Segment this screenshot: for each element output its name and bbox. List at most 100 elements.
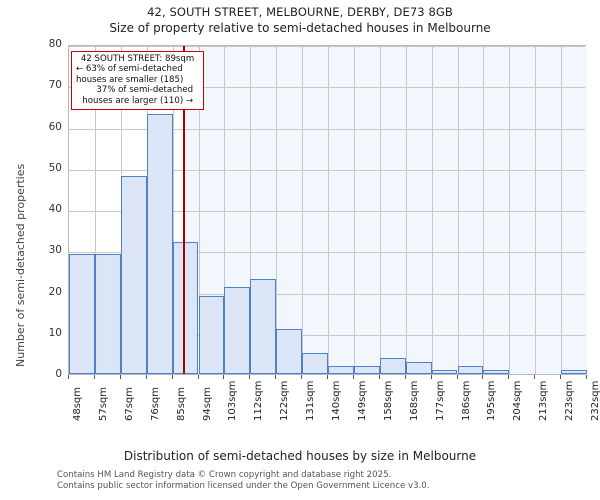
x-tick-94sqm (197, 375, 199, 379)
histogram-bar (302, 353, 328, 374)
histogram-bar (328, 365, 354, 374)
histogram-bar (69, 254, 95, 374)
x-tick-204sqm (508, 375, 510, 379)
x-tick-label-158sqm: 158sqm (382, 380, 394, 421)
histogram-bar (172, 242, 199, 374)
x-tick-103sqm (223, 375, 225, 379)
x-tick-label-177sqm: 177sqm (434, 380, 446, 421)
y-axis-title: Number of semi-detached properties (14, 163, 27, 367)
property-annotation-box: 42 SOUTH STREET: 89sqm ← 63% of semi-det… (71, 51, 205, 111)
gridline-y-40 (69, 211, 585, 212)
gridline-y-30 (69, 252, 585, 254)
gridline-x-13 (405, 46, 407, 374)
x-tick-48sqm (68, 375, 69, 379)
x-tick-label-223sqm: 223sqm (564, 380, 576, 421)
x-tick-label-112sqm: 112sqm (253, 380, 265, 421)
gridline-y-20 (69, 293, 585, 295)
histogram-bar (276, 328, 303, 374)
x-tick-85sqm (171, 375, 173, 379)
y-tick-label-10: 10 (48, 326, 62, 339)
x-tick-label-149sqm: 149sqm (356, 380, 368, 421)
x-tick-112sqm (249, 375, 251, 379)
y-tick-label-50: 50 (48, 161, 62, 174)
gridline-x-11 (353, 46, 355, 374)
histogram-bar (431, 369, 458, 374)
x-axis-title: Distribution of semi-detached houses by … (123, 449, 477, 463)
annotation-line-2: ← 63% of semi-detached houses are smalle… (76, 64, 184, 85)
x-tick-label-186sqm: 186sqm (460, 380, 472, 421)
y-tick-label-40: 40 (48, 203, 62, 215)
x-tick-67sqm (119, 375, 121, 379)
x-tick-label-85sqm: 85sqm (175, 386, 187, 421)
x-tick-158sqm (378, 375, 380, 379)
histogram-bar (353, 365, 380, 374)
x-tick-label-103sqm: 103sqm (227, 380, 239, 421)
chart-title-line2: Size of property relative to semi-detach… (109, 21, 491, 35)
y-tick-label-70: 70 (48, 79, 62, 92)
footer-attribution: Contains HM Land Registry data © Crown c… (57, 470, 429, 492)
x-tick-label-67sqm: 67sqm (123, 386, 135, 421)
gridline-x-5 (198, 46, 200, 374)
x-tick-186sqm (456, 375, 458, 379)
histogram-bar (146, 114, 173, 374)
histogram-bar (483, 369, 510, 374)
histogram-bar (457, 365, 484, 374)
annotation-line-3: 37% of semi-detached houses are larger (… (82, 85, 194, 106)
histogram-bar (224, 287, 251, 374)
y-tick-label-60: 60 (48, 120, 62, 133)
gridline-x-19 (561, 46, 563, 374)
y-tick-label-30: 30 (48, 244, 62, 257)
footer-line-1: Contains HM Land Registry data © Crown c… (57, 470, 392, 480)
x-tick-label-57sqm: 57sqm (97, 386, 109, 421)
annotation-line-1: 42 SOUTH STREET: 89sqm (80, 54, 195, 64)
histogram-bar (405, 361, 432, 374)
plot-area (68, 45, 587, 375)
x-tick-label-195sqm: 195sqm (486, 380, 498, 421)
footer-line-2: Contains public sector information licen… (57, 481, 430, 491)
histogram-bar (561, 369, 587, 374)
x-tick-177sqm (430, 375, 432, 379)
x-tick-label-131sqm: 131sqm (305, 380, 317, 421)
x-tick-label-140sqm: 140sqm (331, 380, 342, 421)
histogram-bar (250, 279, 277, 374)
x-tick-76sqm (145, 375, 147, 379)
x-tick-149sqm (352, 375, 354, 379)
gridline-y-80 (69, 46, 585, 47)
x-tick-label-48sqm: 48sqm (72, 386, 83, 421)
chart-title-block: 42, SOUTH STREET, MELBOURNE, DERBY, DE73… (0, 4, 600, 37)
gridline-x-15 (457, 46, 459, 374)
gridline-y-60 (69, 128, 585, 130)
x-tick-168sqm (404, 375, 406, 379)
histogram-bar (379, 357, 406, 374)
gridline-y-10 (69, 334, 585, 336)
x-tick-213sqm (534, 375, 536, 379)
x-tick-label-122sqm: 122sqm (279, 380, 291, 421)
gridline-x-9 (302, 46, 304, 374)
x-tick-label-232sqm: 232sqm (590, 380, 600, 421)
gridline-x-6 (224, 46, 226, 374)
gridline-x-10 (328, 46, 329, 374)
x-tick-label-94sqm: 94sqm (201, 386, 213, 421)
gridline-y-50 (69, 169, 585, 171)
x-tick-label-76sqm: 76sqm (149, 386, 161, 421)
x-tick-label-204sqm: 204sqm (512, 380, 524, 421)
x-tick-195sqm (482, 375, 484, 379)
histogram-bar (120, 176, 147, 374)
x-tick-label-168sqm: 168sqm (408, 380, 420, 421)
histogram-bars (69, 46, 587, 374)
gridline-x-1 (94, 46, 96, 374)
x-tick-223sqm (560, 375, 562, 379)
gridline-x-16 (483, 46, 485, 374)
histogram-bar (94, 254, 121, 374)
y-tick-label-80: 80 (48, 38, 62, 50)
gridline-x-12 (379, 46, 381, 374)
chart-title-line1: 42, SOUTH STREET, MELBOURNE, DERBY, DE73… (147, 5, 453, 19)
gridline-x-8 (276, 46, 278, 374)
y-tick-label-0: 0 (55, 368, 62, 380)
y-tick-label-20: 20 (48, 285, 62, 298)
gridline-x-14 (431, 46, 433, 374)
x-tick-122sqm (275, 375, 277, 379)
gridline-x-7 (250, 46, 252, 374)
gridline-x-18 (535, 46, 537, 374)
